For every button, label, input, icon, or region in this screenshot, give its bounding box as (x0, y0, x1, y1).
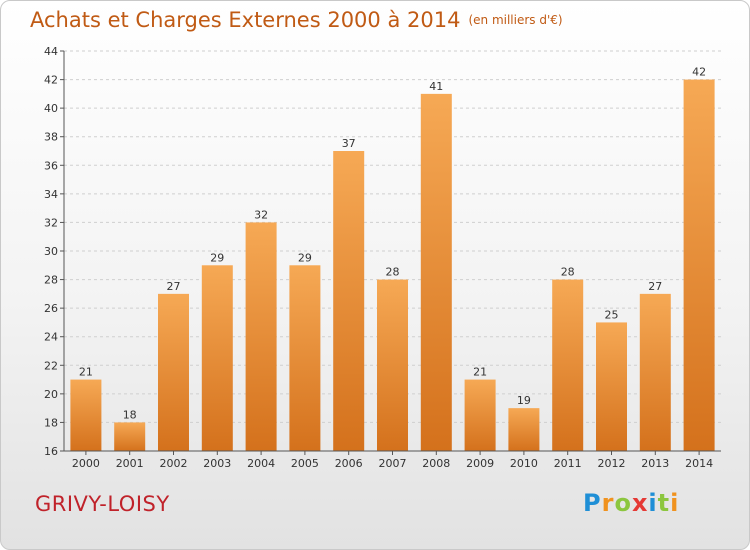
x-tick-label: 2002 (160, 457, 188, 470)
y-tick-label: 42 (44, 74, 58, 87)
x-tick-label: 2010 (510, 457, 538, 470)
x-tick-label: 2012 (598, 457, 626, 470)
data-label: 19 (517, 394, 531, 407)
bar (377, 279, 408, 451)
data-label: 29 (298, 251, 312, 264)
logo-letter: i (648, 489, 658, 517)
x-tick-label: 2013 (641, 457, 669, 470)
y-tick-label: 28 (44, 274, 58, 287)
bar (508, 408, 540, 451)
data-label: 18 (123, 408, 137, 421)
logo-letter: r (601, 489, 615, 517)
y-tick-label: 18 (44, 416, 58, 429)
data-label: 27 (167, 280, 181, 293)
bar (158, 293, 189, 451)
bar (245, 222, 277, 451)
y-tick-label: 16 (44, 445, 58, 458)
data-label: 37 (342, 137, 356, 150)
x-tick-label: 2001 (116, 457, 144, 470)
bar (683, 79, 715, 452)
data-label: 21 (79, 366, 93, 379)
bar (464, 379, 496, 451)
x-tick-label: 2000 (72, 457, 100, 470)
y-tick-label: 38 (44, 131, 58, 144)
x-tick-label: 2007 (379, 457, 407, 470)
bar (201, 265, 233, 451)
chart-title: Achats et Charges Externes 2000 à 2014 (e… (30, 8, 563, 32)
logo-letter: x (631, 489, 649, 517)
y-tick-label: 20 (44, 388, 58, 401)
y-tick-label: 36 (44, 159, 58, 172)
logo-letter: o (614, 489, 632, 517)
x-tick-label: 2014 (685, 457, 713, 470)
x-tick-label: 2011 (554, 457, 582, 470)
data-label: 21 (473, 366, 487, 379)
data-labels: 21 18 27 29 32 29 37 28 41 21 19 28 25 27 42 (79, 66, 706, 422)
bar (639, 293, 671, 451)
y-tick-label: 44 (44, 45, 58, 58)
y-tick-label: 26 (44, 302, 58, 315)
data-label: 28 (561, 266, 575, 279)
x-tick-label: 2006 (335, 457, 363, 470)
y-tick-label: 30 (44, 245, 58, 258)
bars (70, 79, 715, 452)
chart-subtitle: (en milliers d'€) (468, 13, 563, 27)
data-label: 27 (648, 280, 662, 293)
logo-letter: P (583, 489, 602, 517)
x-tick-label: 2009 (466, 457, 494, 470)
bar (552, 279, 584, 451)
y-tick-label: 34 (44, 188, 58, 201)
axes: 16 18 20 22 24 26 28 30 32 34 36 38 40 42 44 2000 2001 20… (44, 45, 721, 470)
y-tick-label: 32 (44, 216, 58, 229)
y-tick-label: 22 (44, 359, 58, 372)
data-label: 25 (605, 308, 619, 321)
bar (333, 151, 365, 451)
y-tick-label: 24 (44, 331, 58, 344)
town-name: GRIVY-LOISY (35, 492, 170, 516)
x-tick-label: 2004 (247, 457, 275, 470)
y-tick-label: 40 (44, 102, 58, 115)
logo-letter: i (670, 489, 680, 517)
x-tick-label: 2003 (203, 457, 231, 470)
data-label: 29 (210, 251, 224, 264)
data-label: 42 (692, 66, 706, 79)
data-label: 32 (254, 208, 268, 221)
bar (289, 265, 321, 451)
bar (114, 422, 146, 451)
proxiti-logo: Proxiti (583, 489, 679, 517)
logo-letter: t (657, 489, 671, 517)
x-tick-label: 2005 (291, 457, 319, 470)
data-label: 41 (429, 80, 443, 93)
bar (70, 379, 102, 451)
bar (596, 322, 627, 451)
x-tick-label: 2008 (422, 457, 450, 470)
bar (420, 93, 452, 451)
data-label: 28 (386, 266, 400, 279)
